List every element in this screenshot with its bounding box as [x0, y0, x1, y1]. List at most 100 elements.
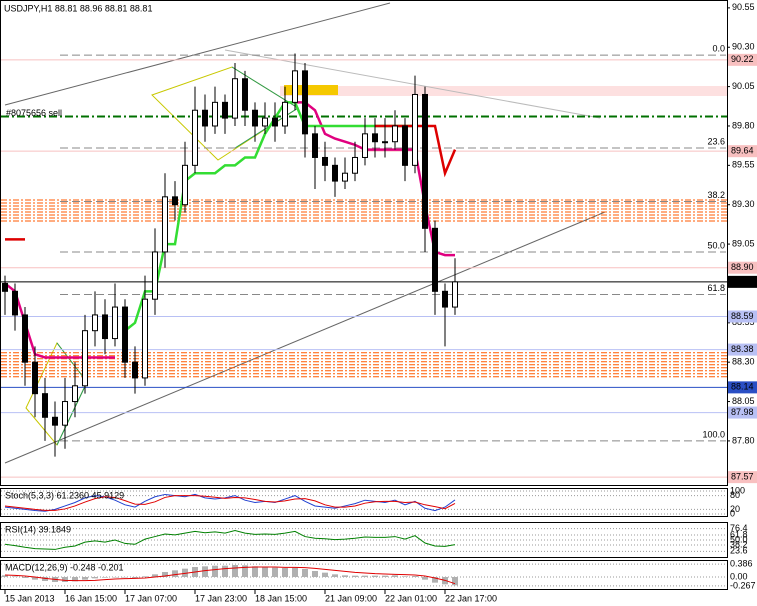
- candle-body: [142, 298, 148, 379]
- macd-bar: [372, 575, 378, 577]
- level-label: 88.81: [731, 276, 754, 286]
- macd-bar: [412, 576, 418, 577]
- candle-body: [192, 109, 198, 166]
- level-label-box: [728, 381, 757, 394]
- y-tick-label: 0.386: [730, 559, 753, 569]
- candle-body: [132, 361, 138, 379]
- level-label-box: [728, 275, 757, 288]
- level-label: 87.98: [731, 407, 754, 417]
- candle-body: [322, 156, 328, 166]
- y-tick-label: 88.30: [732, 357, 755, 367]
- panel: [0, 488, 728, 517]
- candle-body: [262, 117, 268, 127]
- candle-body: [112, 306, 118, 340]
- candle-body: [62, 401, 68, 426]
- candle-body: [422, 93, 428, 229]
- order-label: #8075656 sell: [6, 108, 62, 118]
- candle-body: [432, 227, 438, 292]
- candle-body: [332, 164, 338, 182]
- macd-bar: [102, 577, 108, 578]
- trend-line: [224, 49, 601, 119]
- level-label-box: [728, 53, 757, 66]
- macd-bar: [352, 575, 358, 577]
- candle-body: [12, 290, 18, 316]
- x-tick-label: 15 Jan 2013: [5, 593, 55, 603]
- macd-bar: [132, 577, 138, 578]
- candle-body: [302, 70, 308, 135]
- macd-bar: [312, 571, 318, 577]
- candle-body: [372, 133, 378, 143]
- candle-body: [412, 93, 418, 166]
- y-tick-label: 87.80: [732, 435, 755, 445]
- candle-body: [162, 196, 168, 253]
- level-label: 88.90: [731, 262, 754, 272]
- macd-bar: [202, 566, 208, 577]
- macd-bar: [402, 576, 408, 577]
- macd-bar: [452, 577, 458, 586]
- y-tick-label: 89.80: [732, 120, 755, 130]
- fib-label: 61.8: [707, 283, 725, 293]
- level-label: 88.14: [731, 382, 754, 392]
- candle-body: [102, 314, 108, 340]
- macd-bar: [272, 567, 278, 577]
- trend-line: [4, 211, 606, 464]
- candle-body: [362, 133, 368, 158]
- candle-body: [292, 70, 298, 103]
- candle-body: [72, 385, 78, 403]
- macd-bar: [232, 565, 238, 577]
- candle-body: [32, 361, 38, 395]
- candle-body: [152, 251, 158, 300]
- fib-label: 100.0: [702, 429, 725, 439]
- y-tick-label: 20: [730, 504, 740, 514]
- macd-bar: [152, 574, 158, 577]
- y-tick-label: 90.05: [732, 81, 755, 91]
- pink-band: [280, 86, 727, 96]
- macd-bar: [62, 577, 68, 582]
- macd-bar: [172, 570, 178, 577]
- level-label-box: [728, 471, 757, 484]
- indicator-label: RSI(14) 39.1849: [5, 524, 71, 534]
- macd-bar: [392, 575, 398, 577]
- macd-bar: [242, 565, 248, 577]
- candle-body: [122, 306, 128, 363]
- candle-body: [442, 290, 448, 308]
- macd-bar: [122, 577, 128, 578]
- rsi-line: [4, 530, 456, 550]
- macd-bar: [92, 577, 98, 579]
- stoch-line: [4, 495, 456, 511]
- candle-body: [242, 78, 248, 111]
- candle-body: [2, 282, 8, 292]
- candle-body: [82, 330, 88, 387]
- macd-bar: [282, 568, 288, 577]
- macd-bar: [142, 576, 148, 577]
- candle-body: [202, 109, 208, 127]
- macd-bar: [422, 577, 428, 580]
- candle-body: [182, 164, 188, 206]
- level-label-box: [728, 310, 757, 323]
- panel: [0, 560, 728, 590]
- y-tick-label: 88.05: [732, 396, 755, 406]
- x-tick-label: 17 Jan 23:00: [195, 593, 247, 603]
- y-tick-label: 89.55: [732, 160, 755, 170]
- macd-bar: [112, 577, 118, 578]
- macd-bar: [72, 577, 78, 582]
- level-label: 90.22: [731, 54, 754, 64]
- macd-bar: [82, 577, 88, 580]
- candle-body: [222, 101, 228, 119]
- fib-label: 23.6: [707, 136, 725, 146]
- level-label: 88.38: [731, 344, 754, 354]
- candle-body: [92, 314, 98, 332]
- x-tick-label: 18 Jan 15:00: [255, 593, 307, 603]
- y-tick-label: 80: [730, 490, 740, 500]
- candle-body: [232, 78, 238, 119]
- macd-bar: [32, 577, 38, 580]
- y-tick-label: 38.2: [730, 539, 748, 549]
- macd-bar: [212, 565, 218, 577]
- candle-body: [212, 101, 218, 127]
- x-tick-label: 16 Jan 15:00: [65, 593, 117, 603]
- macd-signal: [4, 566, 456, 585]
- level-label-box: [728, 343, 757, 356]
- candle-body: [352, 156, 358, 174]
- candle-body: [312, 133, 318, 158]
